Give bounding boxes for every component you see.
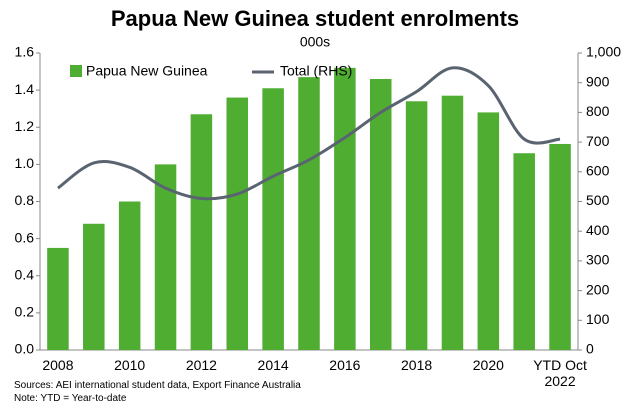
y2ticks-label: 200 [586,281,610,297]
y2ticks-label: 600 [586,163,610,179]
bar [477,112,500,351]
x-tick-label: 2012 [185,357,217,373]
x-tick-label: 2016 [329,357,361,373]
bar [369,78,392,351]
x-tick-label: 2018 [401,357,433,373]
yticks-label: 1.0 [15,155,35,171]
bar [441,95,464,350]
yticks-label: 1.6 [15,44,35,60]
chart-title: Papua New Guinea student enrolments [111,6,519,31]
bar [47,247,69,350]
footnote: Sources: AEI international student data,… [14,380,301,391]
bar [549,143,571,350]
y2ticks-label: 500 [586,192,610,208]
footnote: Note: YTD = Year-to-date [14,393,127,404]
yticks-label: 0.6 [15,229,35,245]
x-tick-label: 2020 [472,357,504,373]
legend-label: Total (RHS) [280,63,352,79]
bar [334,67,356,350]
bar [262,88,284,351]
y2ticks-label: 1,000 [586,44,621,60]
legend-swatch [70,65,82,77]
bar [298,77,320,350]
y2ticks-label: 0 [586,341,594,357]
y2ticks-label: 800 [586,103,610,119]
yticks-label: 1.2 [15,118,35,134]
bar [190,114,213,350]
yticks-label: 0.0 [15,341,35,357]
bar [513,153,535,350]
x-tick-label: 2008 [42,357,74,373]
bar [118,201,141,350]
x-tick-label: 2010 [114,357,146,373]
chart-subtitle: 000s [300,34,330,50]
y2ticks-label: 300 [586,252,610,268]
x-tick-label: YTD Oct 2022 [533,357,587,389]
yticks-label: 0.8 [15,192,35,208]
bar [154,164,177,350]
yticks-label: 1.4 [15,81,35,97]
y2ticks-label: 100 [586,311,610,327]
yticks-label: 0.2 [15,304,35,320]
y2ticks-label: 900 [586,73,610,89]
legend-label: Papua New Guinea [86,63,208,79]
bar [226,97,249,350]
x-tick-label: 2014 [257,357,289,373]
y2ticks-label: 400 [586,222,610,238]
bar [83,223,105,350]
bar [405,101,428,350]
yticks-label: 0.4 [15,266,35,282]
line [57,66,561,201]
y2ticks-label: 700 [586,133,610,149]
